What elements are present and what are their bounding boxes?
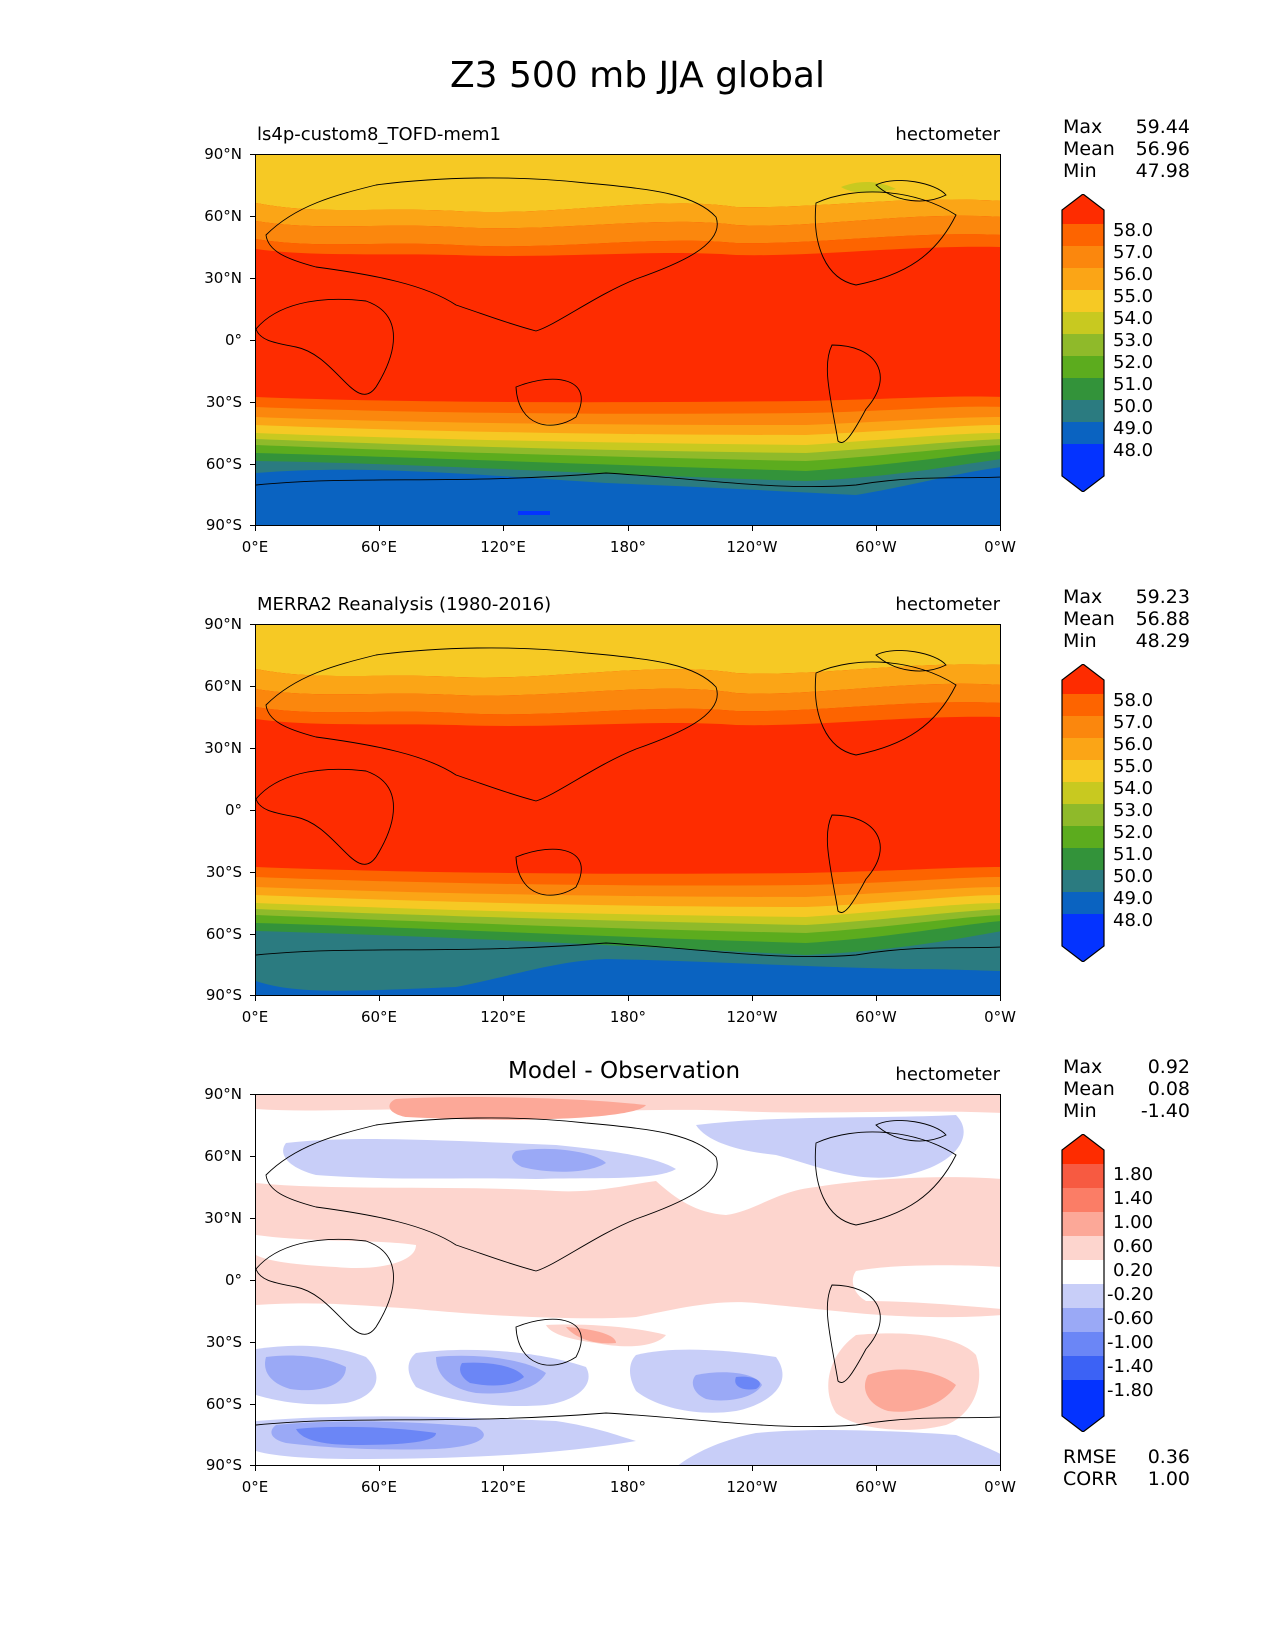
lon-label: 60°W	[855, 1478, 897, 1496]
colorbar-label: -1.80	[1107, 1380, 1154, 1401]
colorbar-label: 58.0	[1113, 220, 1154, 241]
lat-label: 30°N	[204, 269, 242, 287]
colorbar-label: 58.0	[1113, 690, 1154, 711]
lat-label: 30°N	[204, 1209, 242, 1227]
lat-label: 30°S	[205, 393, 242, 411]
colorbar-label: 49.0	[1113, 418, 1154, 439]
lat-label: 90°N	[204, 145, 242, 163]
map-model	[255, 154, 1001, 526]
units-label: hectometer	[895, 1064, 1000, 1085]
lon-label: 120°W	[726, 1478, 778, 1496]
lat-label: 90°N	[204, 1085, 242, 1103]
lon-label: 0°W	[984, 538, 1016, 556]
colorbar-label: 51.0	[1113, 844, 1154, 865]
colorbar-label: 0.20	[1113, 1260, 1154, 1281]
colorbar-label: 0.60	[1113, 1236, 1154, 1257]
lon-label: 0°E	[241, 538, 269, 556]
colorbar-label: 53.0	[1113, 330, 1154, 351]
lat-label: 60°S	[205, 1395, 242, 1413]
map-difference	[255, 1094, 1001, 1466]
units-label: hectometer	[895, 124, 1000, 145]
colorbar-label: -0.60	[1107, 1308, 1154, 1329]
colorbar-label: 49.0	[1113, 888, 1154, 909]
colorbar-label: 56.0	[1113, 734, 1154, 755]
panel-title: MERRA2 Reanalysis (1980-2016)	[257, 594, 552, 615]
lon-label: 60°E	[360, 1478, 398, 1496]
colorbar-label: 50.0	[1113, 866, 1154, 887]
lat-label: 90°S	[205, 1456, 242, 1474]
map-observation	[255, 624, 1001, 996]
lat-label: 30°S	[205, 863, 242, 881]
figure-title: Z3 500 mb JJA global	[450, 55, 825, 96]
lon-label: 60°W	[855, 1008, 897, 1026]
colorbar-label: 53.0	[1113, 800, 1154, 821]
colorbar-label: 52.0	[1113, 352, 1154, 373]
lon-label: 0°E	[241, 1008, 269, 1026]
colorbar-label: 1.00	[1113, 1212, 1154, 1233]
colorbar-label: -1.40	[1107, 1356, 1154, 1377]
colorbar-label: 51.0	[1113, 374, 1154, 395]
lon-label: 120°E	[480, 1008, 526, 1026]
lat-label: 90°S	[205, 986, 242, 1004]
lon-label: 180°	[609, 1478, 647, 1496]
lat-label: 60°N	[204, 677, 242, 695]
lon-label: 60°W	[855, 538, 897, 556]
lat-label: 0°	[224, 801, 242, 819]
colorbar-label: 57.0	[1113, 712, 1154, 733]
lon-label: 60°E	[360, 1008, 398, 1026]
lon-label: 120°W	[726, 538, 778, 556]
colorbar-label: 55.0	[1113, 286, 1154, 307]
panel-title: Model - Observation	[508, 1058, 741, 1084]
lat-label: 30°S	[205, 1333, 242, 1351]
colorbar-label: 57.0	[1113, 242, 1154, 263]
lon-label: 0°W	[984, 1478, 1016, 1496]
lat-label: 90°S	[205, 516, 242, 534]
colorbar-label: 48.0	[1113, 910, 1154, 931]
colorbar-label: 50.0	[1113, 396, 1154, 417]
lon-label: 0°E	[241, 1478, 269, 1496]
lat-label: 60°N	[204, 207, 242, 225]
lat-label: 60°N	[204, 1147, 242, 1165]
colorbar-observation	[1061, 664, 1105, 962]
colorbar-label: -1.00	[1107, 1332, 1154, 1353]
colorbar-label: 54.0	[1113, 778, 1154, 799]
lon-label: 0°W	[984, 1008, 1016, 1026]
lon-label: 180°	[609, 538, 647, 556]
colorbar-difference	[1061, 1134, 1105, 1432]
lat-label: 0°	[224, 1271, 242, 1289]
lon-label: 180°	[609, 1008, 647, 1026]
units-label: hectometer	[895, 594, 1000, 615]
colorbar-label: -0.20	[1107, 1284, 1154, 1305]
colorbar-label: 55.0	[1113, 756, 1154, 777]
lat-label: 90°N	[204, 615, 242, 633]
lat-label: 60°S	[205, 925, 242, 943]
lat-label: 0°	[224, 331, 242, 349]
colorbar-label: 52.0	[1113, 822, 1154, 843]
colorbar-label: 1.80	[1113, 1164, 1154, 1185]
colorbar-label: 56.0	[1113, 264, 1154, 285]
panel-title: ls4p-custom8_TOFD-mem1	[257, 124, 501, 145]
lat-label: 60°S	[205, 455, 242, 473]
colorbar-label: 48.0	[1113, 440, 1154, 461]
lat-label: 30°N	[204, 739, 242, 757]
lon-label: 120°W	[726, 1008, 778, 1026]
lon-label: 120°E	[480, 538, 526, 556]
lon-label: 120°E	[480, 1478, 526, 1496]
colorbar-model	[1061, 194, 1105, 492]
lon-label: 60°E	[360, 538, 398, 556]
colorbar-label: 1.40	[1113, 1188, 1154, 1209]
colorbar-label: 54.0	[1113, 308, 1154, 329]
